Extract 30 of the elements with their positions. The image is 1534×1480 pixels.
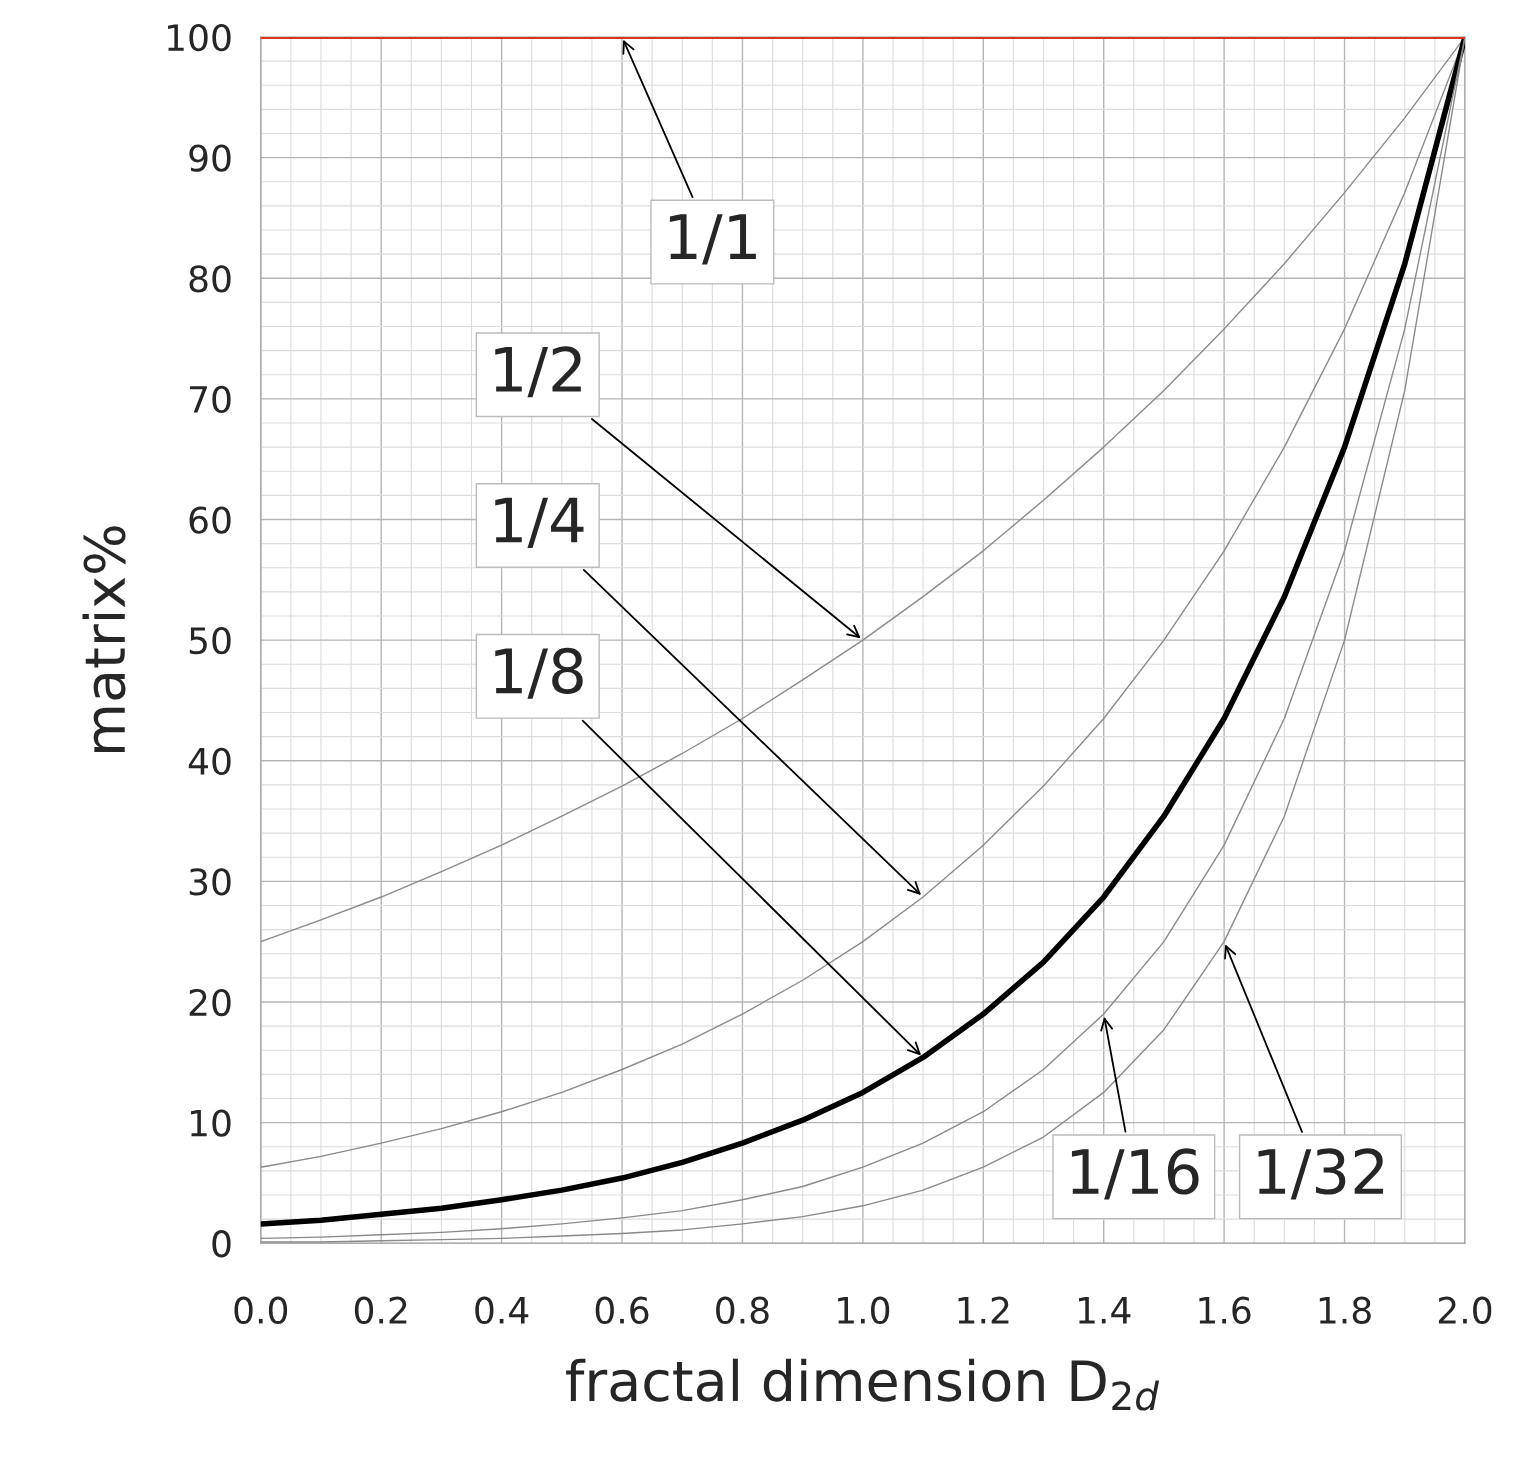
x-tick-label: 1.2 (958, 1296, 1009, 1324)
y-tick-label: 10 (191, 1109, 231, 1137)
annotation: 1/4 (495, 497, 584, 549)
y-tick-label: 60 (189, 506, 231, 534)
x-tick-label: 0.6 (595, 1296, 649, 1324)
x-tick-label: 1.8 (1319, 1296, 1371, 1324)
y-tick-label: 70 (190, 385, 231, 414)
y-tick-label: 90 (189, 144, 231, 172)
y-tick-label: 80 (189, 265, 231, 293)
y-tick-label: 0 (212, 1230, 231, 1258)
x-tick-label: 0.2 (354, 1296, 407, 1324)
y-tick-label: 20 (189, 988, 231, 1017)
y-tick-label: 40 (188, 747, 231, 775)
x-tick-label: 1.0 (838, 1296, 890, 1324)
x-tick-label: 0.0 (234, 1296, 288, 1324)
annotation: 1/1 (669, 214, 756, 265)
x-tick-label: 0.4 (475, 1296, 529, 1324)
y-tick-label: 30 (189, 868, 231, 896)
x-tick-label: 1.6 (1199, 1296, 1251, 1324)
x-tick-label: 0.8 (716, 1296, 769, 1324)
annotation: 1/2 (495, 346, 581, 398)
annotation: 1/8 (495, 647, 583, 699)
x-tick-label: 2.0 (1438, 1296, 1492, 1324)
x-axis-title: fractal dimension D$_{2d}$ (566, 1358, 1160, 1411)
y-tick-label: 50 (189, 627, 231, 655)
annotation: 1/16 (1071, 1148, 1199, 1200)
annotation: 1/32 (1258, 1148, 1383, 1200)
x-tick-label: 1.4 (1078, 1297, 1131, 1324)
y-axis-title: matrix% (82, 526, 126, 752)
y-tick-label: 100 (168, 23, 231, 52)
